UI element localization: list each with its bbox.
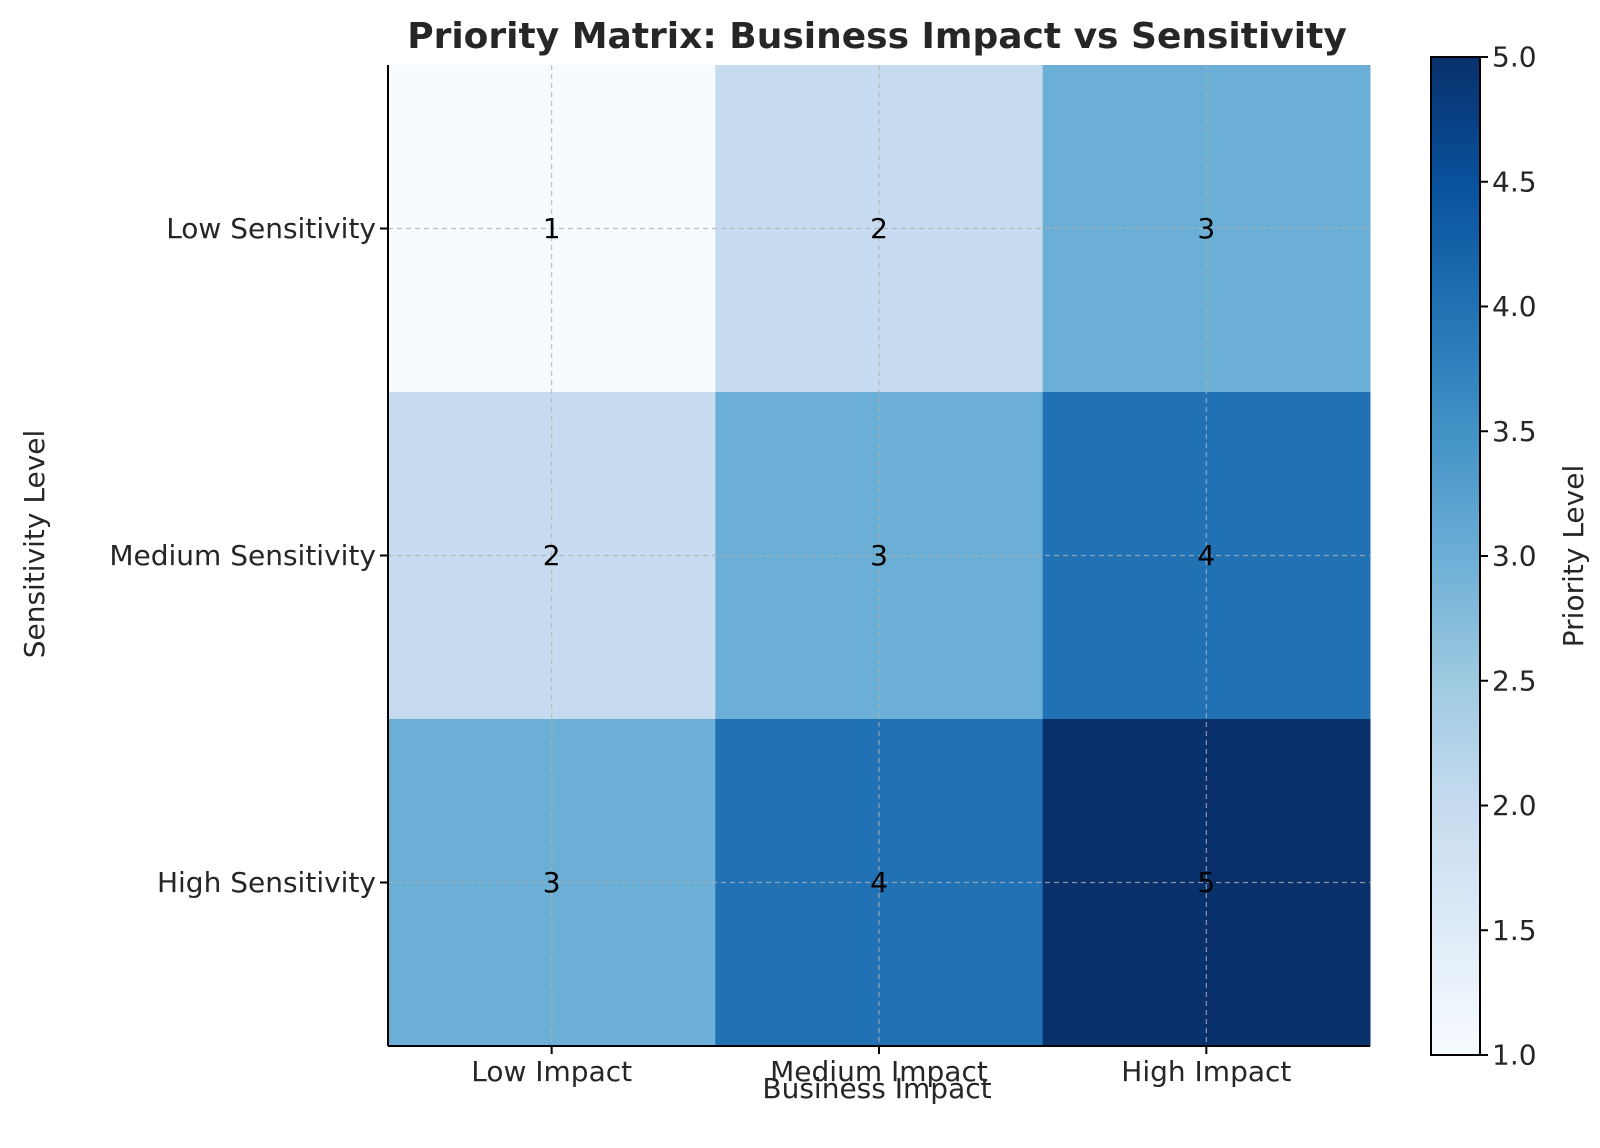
colorbar-tick-label: 4.5: [1492, 165, 1537, 198]
cell-value-label: 2: [870, 212, 888, 245]
colorbar-tick-label: 1.5: [1492, 914, 1537, 947]
y-axis-ticks: Low Sensitivity Medium Sensitivity High Se…: [109, 212, 388, 899]
y-tick-label: High Sensitivity: [157, 866, 376, 899]
colorbar-tick-label: 5.0: [1492, 41, 1537, 74]
x-tick-label: Medium Impact: [770, 1055, 988, 1088]
cell-value-label: 4: [1197, 539, 1215, 572]
cell-value-label: 3: [1197, 212, 1215, 245]
cell-value-labels: 1 2 3 2 3 4 3 4 5: [543, 212, 1215, 899]
cell-value-label: 4: [870, 866, 888, 899]
colorbar-label: Priority Level: [1557, 465, 1590, 647]
cell-value-label: 3: [870, 539, 888, 572]
cell-value-label: 1: [543, 212, 561, 245]
y-tick-label: Medium Sensitivity: [109, 539, 376, 572]
colorbar-ticks: 1.0 1.5 2.0 2.5 3.0 3.5 4.0 4.5 5.0: [1480, 41, 1537, 1072]
colorbar-tick-label: 2.5: [1492, 664, 1537, 697]
gridlines: [388, 65, 1370, 1046]
colorbar-tick-label: 3.0: [1492, 540, 1537, 573]
colorbar-tick-label: 2.0: [1492, 789, 1537, 822]
colorbar: 1.0 1.5 2.0 2.5 3.0 3.5 4.0 4.5 5.0 Priority Lev…: [1430, 41, 1590, 1072]
x-axis-ticks: Low Impact Medium Impact High Impact: [471, 1046, 1291, 1088]
y-axis-label: Sensitivity Level: [18, 430, 51, 659]
cell-value-label: 2: [543, 539, 561, 572]
cell-value-label: 5: [1197, 866, 1215, 899]
cell-value-label: 3: [543, 866, 561, 899]
colorbar-tick-label: 4.0: [1492, 290, 1537, 323]
colorbar-tick-label: 1.0: [1492, 1039, 1537, 1072]
x-tick-label: High Impact: [1121, 1055, 1291, 1088]
colorbar-gradient: [1430, 56, 1481, 1056]
chart-title: Priority Matrix: Business Impact vs Sens…: [407, 16, 1347, 57]
y-tick-label: Low Sensitivity: [166, 212, 376, 245]
colorbar-tick-label: 3.5: [1492, 415, 1537, 448]
x-axis-label: Business Impact: [762, 1072, 991, 1105]
x-tick-label: Low Impact: [471, 1055, 632, 1088]
